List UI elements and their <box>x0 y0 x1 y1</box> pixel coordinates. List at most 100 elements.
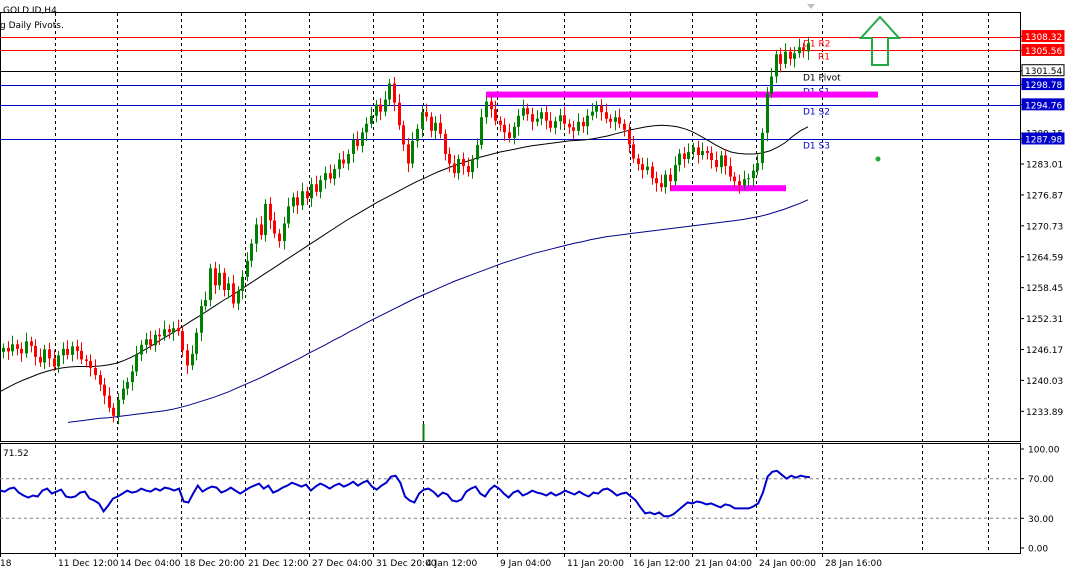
rsi-tick-label: 70.00 <box>1028 475 1054 485</box>
candle-body <box>674 165 677 182</box>
candle-body <box>227 283 230 290</box>
price-tick-label[interactable]: 1240.03 <box>1026 377 1063 387</box>
price-panel-frame <box>0 12 1021 442</box>
candle-body <box>200 306 203 333</box>
time-axis[interactable]: 18 11 Dec 12:00 14 Dec 04:00 18 Dec 20:00 21… <box>0 553 882 569</box>
candle-body <box>411 140 414 164</box>
price-tick-label[interactable]: 1298.78 <box>1025 81 1062 91</box>
scroll-marker-icon[interactable] <box>807 4 815 9</box>
candle-body <box>517 115 520 127</box>
time-tick-label[interactable]: 18 <box>0 559 12 569</box>
candle-body <box>540 112 543 119</box>
price-label-box[interactable] <box>1021 43 1065 56</box>
price-label-box[interactable] <box>1021 30 1065 43</box>
candle-body <box>402 125 405 145</box>
time-tick-label[interactable]: 11 Dec 12:00 <box>58 559 119 569</box>
price-tick-label[interactable]: 1246.17 <box>1026 346 1063 356</box>
candle-body <box>434 122 437 131</box>
price-tick-label[interactable]: 1258.45 <box>1026 284 1063 294</box>
candle-body <box>637 158 640 165</box>
price-tick-label[interactable]: 1301.54 <box>1025 67 1062 77</box>
candle-body <box>342 159 345 164</box>
candle-body <box>375 104 378 116</box>
candle-body <box>2 347 5 352</box>
candle-body <box>99 375 102 385</box>
candle-body <box>319 180 322 192</box>
candle-body <box>223 272 226 290</box>
candle-body <box>131 371 134 383</box>
candle-body <box>62 348 65 356</box>
candle-body <box>743 179 746 186</box>
candle-body <box>508 132 511 138</box>
candle-body <box>158 334 161 337</box>
candle-body <box>549 120 552 128</box>
time-tick-label[interactable]: 24 Jan 00:00 <box>759 559 816 569</box>
candle-body <box>586 115 589 127</box>
time-tick-label[interactable]: 21 Jan 04:00 <box>695 559 752 569</box>
candle-body <box>135 354 138 372</box>
candle-body <box>384 99 387 112</box>
candle-body <box>614 117 617 122</box>
candle-body <box>724 155 727 167</box>
time-tick-label[interactable]: 14 Dec 04:00 <box>120 559 181 569</box>
candle-body <box>715 160 718 168</box>
candle-body <box>241 276 244 291</box>
candle-body <box>269 203 272 221</box>
candle-body <box>16 344 19 349</box>
candle-body <box>595 105 598 112</box>
rsi-line <box>0 469 811 518</box>
price-label-box[interactable] <box>1021 78 1065 91</box>
candle-body <box>467 166 470 173</box>
candle-body <box>25 341 28 354</box>
support-zone-bar <box>486 91 878 98</box>
price-tick-label[interactable]: 1283.01 <box>1026 161 1063 171</box>
time-tick-label[interactable]: 9 Jan 04:00 <box>500 559 552 569</box>
candle-body <box>163 329 166 337</box>
candle-body <box>706 150 709 153</box>
candle-body <box>329 173 332 179</box>
candle-body <box>802 47 805 52</box>
candle-body <box>352 139 355 154</box>
signal-dot <box>875 156 881 162</box>
candle-body <box>20 348 23 354</box>
time-tick-label[interactable]: 27 Dec 04:00 <box>312 559 373 569</box>
pivot-label: D1 S3 <box>803 142 830 152</box>
time-tick-label[interactable]: 11 Jan 20:00 <box>567 559 624 569</box>
price-tick-label[interactable]: 1276.87 <box>1026 191 1063 201</box>
candle-body <box>522 108 525 116</box>
time-tick-label[interactable]: 16 Jan 12:00 <box>633 559 690 569</box>
time-tick-label[interactable]: 21 Dec 12:00 <box>248 559 309 569</box>
price-tick-label[interactable]: 1294.76 <box>1025 101 1062 111</box>
price-label-box[interactable] <box>1021 64 1065 77</box>
price-tick-label[interactable]: 1264.59 <box>1026 253 1063 263</box>
rsi-tick-label: 0.00 <box>1028 545 1048 555</box>
candle-body <box>425 112 428 117</box>
time-tick-label[interactable]: 31 Dec 20:00 <box>376 559 437 569</box>
price-tick-label[interactable]: 1305.56 <box>1025 47 1062 57</box>
candle-body <box>453 163 456 174</box>
price-tick-label[interactable]: 1233.89 <box>1026 408 1063 418</box>
candle-body <box>154 334 157 346</box>
candle-body <box>48 349 51 359</box>
candle-body <box>499 120 502 125</box>
candle-body <box>697 147 700 155</box>
zones <box>486 91 878 192</box>
candle-body <box>181 331 184 351</box>
price-tick-label[interactable]: 1270.73 <box>1026 222 1063 232</box>
price-axis[interactable]: 1308.321305.561301.541298.781294.761289.… <box>1020 30 1065 418</box>
candle-body <box>605 112 608 119</box>
time-tick-label[interactable]: 18 Dec 20:00 <box>184 559 245 569</box>
price-label-box[interactable] <box>1021 132 1065 145</box>
time-tick-label[interactable]: 28 Jan 16:00 <box>825 559 882 569</box>
candle-body <box>122 388 125 400</box>
time-tick-label[interactable]: 4 Jan 12:00 <box>426 559 478 569</box>
candle-body <box>315 184 318 192</box>
candle-body <box>577 121 580 131</box>
candle-body <box>237 290 240 304</box>
candle-body <box>471 159 474 173</box>
price-tick-label[interactable]: 1252.31 <box>1026 315 1063 325</box>
candle-body <box>388 83 391 100</box>
price-tick-label[interactable]: 1287.98 <box>1025 135 1062 145</box>
price-tick-label[interactable]: 1308.32 <box>1025 33 1062 43</box>
price-label-box[interactable] <box>1021 98 1065 111</box>
